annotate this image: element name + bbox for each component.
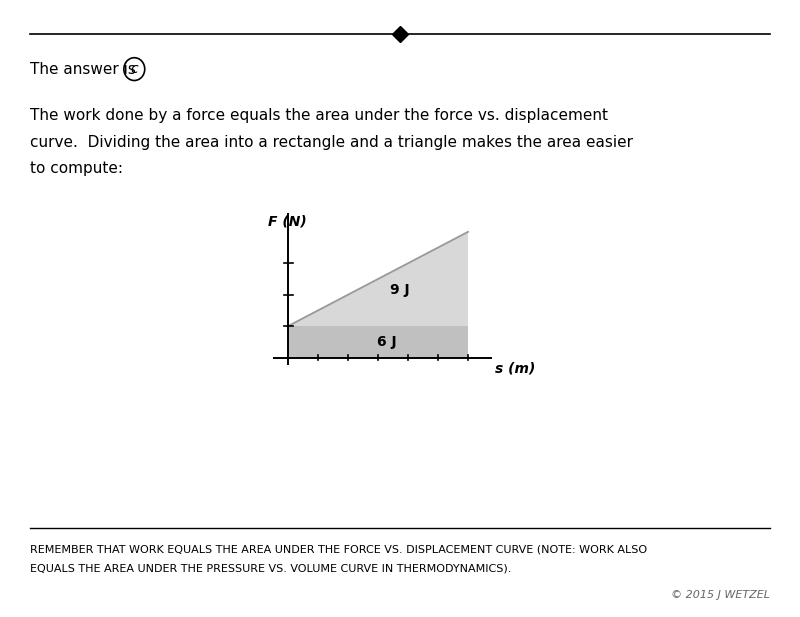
Text: REMEMBER THAT WORK EQUALS THE AREA UNDER THE FORCE VS. DISPLACEMENT CURVE (NOTE:: REMEMBER THAT WORK EQUALS THE AREA UNDER… [30, 544, 647, 554]
Text: to compute:: to compute: [30, 161, 123, 176]
Text: 9 J: 9 J [390, 283, 410, 297]
Text: s (m): s (m) [495, 362, 535, 375]
Text: EQUALS THE AREA UNDER THE PRESSURE VS. VOLUME CURVE IN THERMODYNAMICS).: EQUALS THE AREA UNDER THE PRESSURE VS. V… [30, 563, 512, 573]
Text: curve.  Dividing the area into a rectangle and a triangle makes the area easier: curve. Dividing the area into a rectangl… [30, 135, 634, 149]
Text: The work done by a force equals the area under the force vs. displacement: The work done by a force equals the area… [30, 108, 608, 123]
Polygon shape [288, 232, 468, 326]
Text: © 2015 J WETZEL: © 2015 J WETZEL [670, 590, 770, 600]
Text: 6 J: 6 J [377, 335, 397, 349]
Text: The answer is: The answer is [30, 62, 141, 77]
Text: F (N): F (N) [269, 215, 307, 228]
Text: c: c [130, 62, 138, 76]
Polygon shape [288, 326, 468, 358]
